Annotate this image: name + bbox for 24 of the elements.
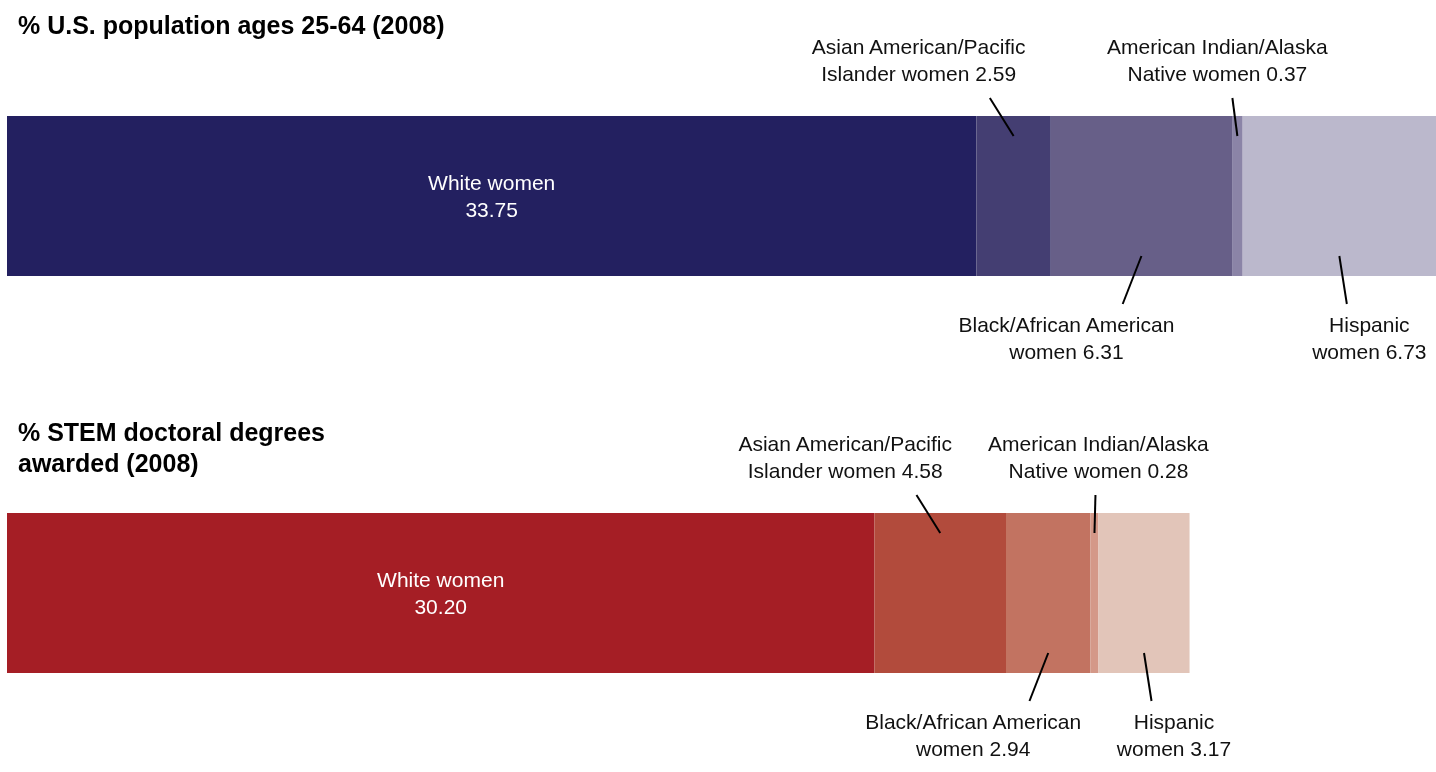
bar [7, 513, 875, 673]
bar [1090, 513, 1099, 673]
text: Asian American/Pacific Islander women 2.59 [811, 35, 1026, 85]
text: American Indian/Alaska Native women 0.28 [988, 432, 1209, 482]
text: American Indian/Alaska Native women 0.37 [1107, 35, 1328, 85]
bar [1242, 116, 1436, 276]
bar [976, 116, 1051, 276]
bar [1232, 116, 1243, 276]
chart-title: % U.S. population ages 25-64 (2008) [18, 10, 446, 41]
text: Black/African American women 6.31 [958, 313, 1175, 363]
bar [1098, 513, 1190, 673]
series-label: White women [377, 567, 505, 591]
text: Asian American/Pacific Islander women 4.58 [738, 432, 953, 482]
text: Hispanic women 3.17 [1116, 710, 1232, 760]
bar [1006, 513, 1091, 673]
bar [1050, 116, 1233, 276]
data-label: 30.20 [414, 594, 468, 618]
series-label: White women [428, 170, 556, 194]
bar [7, 116, 977, 276]
bar [874, 513, 1007, 673]
text: Hispanic women 6.73 [1312, 313, 1427, 363]
chart-title: % STEM doctoral degrees awarded (2008) [18, 417, 327, 479]
text: Black/African American women 2.94 [865, 710, 1082, 760]
data-label: 33.75 [465, 197, 518, 221]
